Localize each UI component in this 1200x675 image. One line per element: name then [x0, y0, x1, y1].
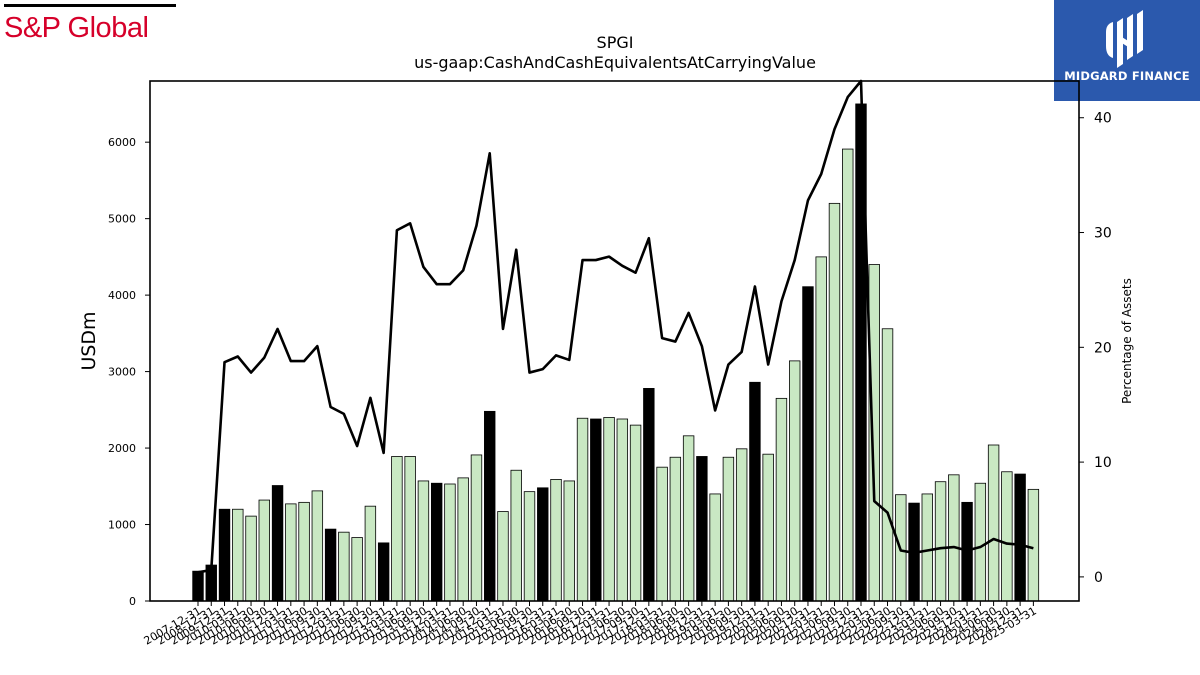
- bar: [271, 485, 284, 602]
- bar: [762, 453, 774, 602]
- bar: [656, 466, 668, 602]
- bar: [351, 537, 363, 602]
- bar: [974, 482, 987, 602]
- chart-subtitle: us-gaap:CashAndCashEquivalentsAtCarrying…: [414, 53, 816, 72]
- bar: [643, 388, 655, 602]
- y-tick-label: 4000: [108, 289, 136, 302]
- bar: [510, 469, 522, 602]
- bar: [934, 481, 947, 602]
- sp-global-logo: S&P Global: [4, 4, 178, 48]
- bar: [1014, 473, 1026, 602]
- y-axis-label: USDm: [78, 311, 100, 370]
- bar: [629, 424, 642, 602]
- bar: [245, 515, 257, 602]
- series-line-percentage: [197, 79, 1034, 574]
- y-tick-label: 1000: [108, 519, 136, 532]
- bar: [722, 456, 735, 602]
- bar: [377, 542, 390, 602]
- bar: [550, 479, 562, 602]
- bar: [311, 490, 324, 602]
- bar: [258, 499, 271, 602]
- bar: [218, 508, 231, 602]
- bar: [868, 264, 880, 602]
- bar: [881, 328, 894, 602]
- bar: [576, 417, 589, 602]
- bar: [497, 511, 509, 602]
- bar: [537, 487, 549, 602]
- bar: [364, 505, 377, 602]
- bar: [457, 477, 469, 602]
- bar: [391, 456, 403, 602]
- plot-area: 01000200030004000500060000102030402007-1…: [108, 79, 1112, 648]
- bar: [232, 508, 244, 602]
- y-tick-label: 2000: [108, 442, 136, 455]
- y2-tick-label: 0: [1094, 570, 1103, 586]
- chart-title: SPGI: [597, 33, 634, 52]
- bar: [298, 501, 310, 602]
- bar: [1001, 471, 1013, 602]
- bar: [669, 456, 682, 602]
- y2-tick-label: 10: [1094, 455, 1112, 471]
- midgard-finance-logo-text: MIDGARD FINANCE: [1064, 69, 1190, 83]
- y2-tick-label: 20: [1094, 340, 1112, 356]
- bar: [696, 456, 708, 602]
- bar: [815, 256, 827, 602]
- y2-tick-label: 30: [1094, 226, 1112, 242]
- bar: [948, 474, 960, 602]
- sp-global-logo-text: S&P Global: [4, 12, 149, 44]
- bar: [682, 435, 695, 602]
- bar: [590, 418, 602, 602]
- bar: [404, 456, 416, 602]
- bar: [735, 448, 748, 602]
- y2-axis-label: Percentage of Assets: [1120, 278, 1134, 404]
- bar: [430, 482, 443, 602]
- bar: [338, 531, 350, 602]
- bar: [789, 360, 801, 602]
- bar: [828, 202, 841, 602]
- bar: [709, 493, 721, 602]
- midgard-logo-mark-icon: [1106, 10, 1143, 68]
- y-tick-label: 6000: [108, 136, 136, 149]
- logo-rule: [4, 4, 176, 7]
- bar: [444, 483, 456, 602]
- y-tick-label: 5000: [108, 213, 136, 226]
- bar: [324, 528, 337, 602]
- bar: [616, 418, 629, 602]
- bar: [192, 570, 204, 602]
- bar: [842, 148, 854, 602]
- y-tick-label: 3000: [108, 366, 136, 379]
- bar: [775, 397, 788, 602]
- bar: [523, 491, 536, 602]
- bar: [749, 381, 761, 602]
- bar: [987, 444, 1000, 602]
- bar: [921, 493, 934, 602]
- plot-frame: [149, 80, 1080, 602]
- bar: [1027, 488, 1040, 602]
- bar: [285, 503, 297, 602]
- bar: [603, 417, 615, 602]
- y-tick-label: 0: [129, 595, 136, 608]
- bar: [802, 286, 814, 602]
- y2-tick-label: 40: [1094, 111, 1112, 127]
- bar: [563, 480, 575, 602]
- bar: [484, 410, 496, 602]
- bar: [417, 480, 430, 602]
- bar: [470, 454, 483, 602]
